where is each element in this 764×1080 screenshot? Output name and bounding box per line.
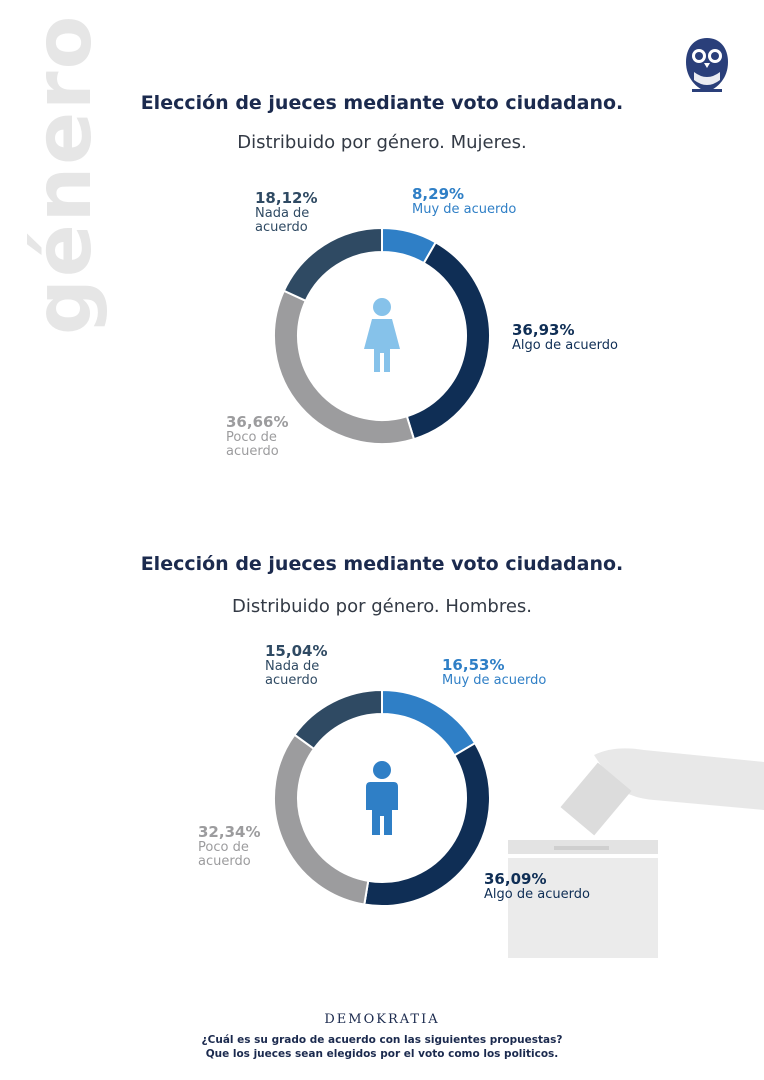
label-women-poco: 36,66% Poco de acuerdo: [226, 414, 288, 459]
chart-subtitle-women: Distribuido por género. Mujeres.: [237, 132, 527, 153]
label-women-nada: 18,12% Nada de acuerdo: [255, 190, 317, 235]
txt-men-poco: Poco de acuerdo: [198, 840, 251, 869]
chart-title-men: Elección de jueces mediante voto ciudada…: [140, 553, 624, 575]
pct-men-muy: 16,53%: [442, 656, 505, 674]
txt-men-nada: Nada de acuerdo: [265, 659, 320, 688]
donut-chart-men: [273, 688, 491, 907]
pct-women-muy: 8,29%: [412, 185, 465, 203]
owl-logo-icon: [686, 38, 728, 92]
txt-men-algo: Algo de acuerdo: [484, 887, 590, 902]
chart-title-women: Elección de jueces mediante voto ciudada…: [140, 92, 624, 114]
footer-proposal: Que los jueces sean elegidos por el voto…: [205, 1048, 559, 1060]
label-women-muy: 8,29% Muy de acuerdo: [412, 186, 516, 217]
donut-slice-nada-de-acuerdo: [293, 688, 383, 751]
label-men-nada: 15,04% Nada de acuerdo: [265, 643, 327, 688]
donut-chart-women: [273, 226, 491, 445]
donut-slice-nada-de-acuerdo: [282, 226, 383, 303]
woman-icon: [364, 298, 400, 372]
txt-men-muy: Muy de acuerdo: [442, 673, 547, 688]
txt-women-muy: Muy de acuerdo: [412, 202, 517, 217]
brand-demokratia: DEMOKRATIA: [324, 1012, 440, 1027]
side-word-genero: género: [19, 13, 109, 335]
man-icon: [366, 761, 398, 835]
txt-women-nada: Nada de acuerdo: [255, 206, 310, 235]
txt-women-algo: Algo de acuerdo: [512, 338, 618, 353]
pct-women-nada: 18,12%: [255, 189, 318, 207]
label-men-poco: 32,34% Poco de acuerdo: [198, 824, 260, 869]
pct-men-nada: 15,04%: [265, 642, 328, 660]
pct-men-poco: 32,34%: [198, 823, 261, 841]
donut-slice-poco-de-acuerdo: [273, 733, 370, 906]
ballot-box-illustration: [508, 748, 764, 958]
pct-women-poco: 36,66%: [226, 413, 289, 431]
txt-women-poco: Poco de acuerdo: [226, 430, 279, 459]
donut-slice-muy-de-acuerdo: [381, 688, 477, 757]
chart-subtitle-men: Distribuido por género. Hombres.: [231, 596, 533, 617]
pct-women-algo: 36,93%: [512, 321, 575, 339]
pct-men-algo: 36,09%: [484, 870, 547, 888]
footer-question: ¿Cuál es su grado de acuerdo con las sig…: [201, 1034, 563, 1046]
label-men-algo: 36,09% Algo de acuerdo: [484, 871, 590, 902]
label-women-algo: 36,93% Algo de acuerdo: [512, 322, 618, 353]
label-men-muy: 16,53% Muy de acuerdo: [442, 657, 546, 688]
donut-slice-algo-de-acuerdo: [405, 240, 491, 441]
